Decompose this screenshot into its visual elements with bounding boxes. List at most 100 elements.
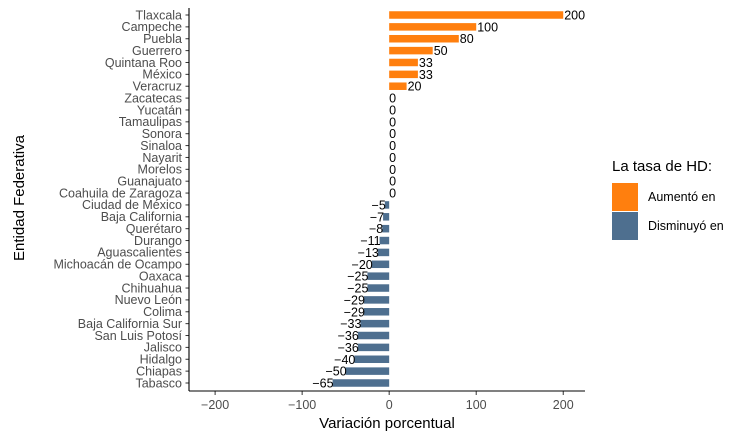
x-tick-label: 100 [466, 398, 487, 412]
legend-swatch-decrease [612, 212, 638, 240]
value-label: 50 [434, 44, 448, 58]
y-tick-label: Quintana Roo [105, 56, 182, 70]
value-label: 0 [389, 92, 396, 106]
legend: La tasa de HD: Aumentó en Disminuyó en [612, 158, 724, 240]
x-tick-label: −100 [288, 398, 316, 412]
value-label: 20 [408, 80, 422, 94]
y-tick-label: Chiapas [136, 364, 182, 378]
value-label: 100 [477, 20, 498, 34]
value-label: 0 [389, 175, 396, 189]
y-tick-label: Michoacán de Ocampo [53, 258, 182, 272]
value-label: −29 [344, 293, 365, 307]
y-tick-label: Veracruz [133, 80, 182, 94]
value-label: −36 [338, 341, 359, 355]
bars-layer [332, 11, 564, 387]
legend-label-increase: Aumentó en [648, 190, 715, 204]
y-tick-label: Nuevo León [115, 293, 182, 307]
value-label: −36 [338, 329, 359, 343]
value-label: −25 [347, 270, 368, 284]
bar [345, 367, 390, 375]
value-label: 200 [564, 9, 585, 23]
y-tick-label: Tamaulipas [119, 115, 182, 129]
bar [367, 284, 390, 292]
bar [332, 379, 390, 387]
value-label: −11 [360, 234, 380, 248]
y-tick-label: Baja California Sur [78, 317, 182, 331]
y-tick-label: Baja California [101, 210, 182, 224]
y-tick-label: Colima [143, 305, 182, 319]
value-label: 0 [389, 115, 396, 129]
value-labels-layer: 2001008050333320000000000−5−7−8−11−13−20… [312, 9, 585, 391]
bar [357, 343, 390, 352]
value-label: −7 [370, 210, 384, 224]
value-label: 80 [460, 32, 474, 46]
y-tick-label: Jalisco [144, 341, 182, 355]
value-label: 0 [389, 103, 396, 117]
value-label: 0 [389, 127, 396, 141]
bar [389, 11, 564, 19]
bar [389, 46, 433, 55]
bar [367, 272, 390, 280]
value-label: 0 [389, 151, 396, 165]
y-tick-label: Tlaxcala [135, 8, 182, 22]
y-tick-label: Guanajuato [117, 174, 182, 188]
y-tick-label: Coahuila de Zaragoza [59, 186, 182, 200]
y-tick-label: Oaxaca [139, 269, 182, 283]
value-label: −65 [312, 377, 333, 391]
y-tick-label: Puebla [143, 32, 182, 46]
y-tick-label: Chihuahua [122, 281, 183, 295]
legend-swatch-increase [612, 183, 638, 211]
bar [363, 296, 390, 304]
bar [360, 319, 390, 328]
x-axis-title: Variación porcentual [319, 415, 455, 432]
y-tick-label: México [142, 68, 182, 82]
y-tick-label: Morelos [138, 163, 182, 177]
y-tick-label: Querétaro [126, 222, 182, 236]
bar [379, 236, 390, 245]
bar [357, 331, 390, 340]
x-ticks-layer: −200 −100 0 100 200 [201, 391, 574, 412]
y-axis-title: Entidad Federativa [11, 134, 28, 261]
x-tick-label: 200 [553, 398, 574, 412]
value-label: 0 [389, 139, 396, 153]
value-label: −25 [347, 282, 368, 296]
bar [389, 34, 459, 43]
value-label: 33 [419, 68, 433, 82]
bar [389, 23, 477, 31]
bar [377, 248, 390, 257]
bar [382, 224, 390, 233]
value-label: −5 [372, 198, 386, 212]
value-label: −13 [358, 246, 379, 260]
value-label: 33 [419, 56, 433, 70]
bar [384, 201, 390, 209]
bar [389, 58, 418, 67]
value-label: −29 [344, 305, 365, 319]
y-tick-label: Nayarit [142, 151, 182, 165]
y-tick-label: Aguascalientes [97, 246, 182, 260]
y-tick-label: Sinaloa [140, 139, 182, 153]
y-tick-label: Zacatecas [124, 91, 182, 105]
bar [389, 82, 407, 90]
y-tick-label: Tabasco [135, 376, 182, 390]
x-tick-label: −200 [201, 398, 229, 412]
bar [363, 308, 390, 316]
legend-label-decrease: Disminuyó en [648, 219, 724, 233]
y-tick-label: San Luis Potosí [94, 329, 182, 343]
y-tick-label: Hidalgo [140, 353, 182, 367]
value-label: 0 [389, 187, 396, 201]
value-label: −33 [340, 317, 361, 331]
y-tick-label: Ciudad de México [82, 198, 182, 212]
value-label: −20 [352, 258, 373, 272]
y-tick-label: Yucatán [137, 103, 182, 117]
value-label: −8 [369, 222, 383, 236]
legend-title: La tasa de HD: [612, 158, 712, 175]
value-label: −50 [325, 365, 346, 379]
bar [371, 260, 390, 269]
value-label: 0 [389, 163, 396, 177]
x-tick-label: 0 [386, 398, 393, 412]
y-tick-label: Campeche [122, 20, 182, 34]
bar [383, 213, 390, 221]
value-label: −40 [334, 353, 355, 367]
y-tick-label: Sonora [142, 127, 182, 141]
